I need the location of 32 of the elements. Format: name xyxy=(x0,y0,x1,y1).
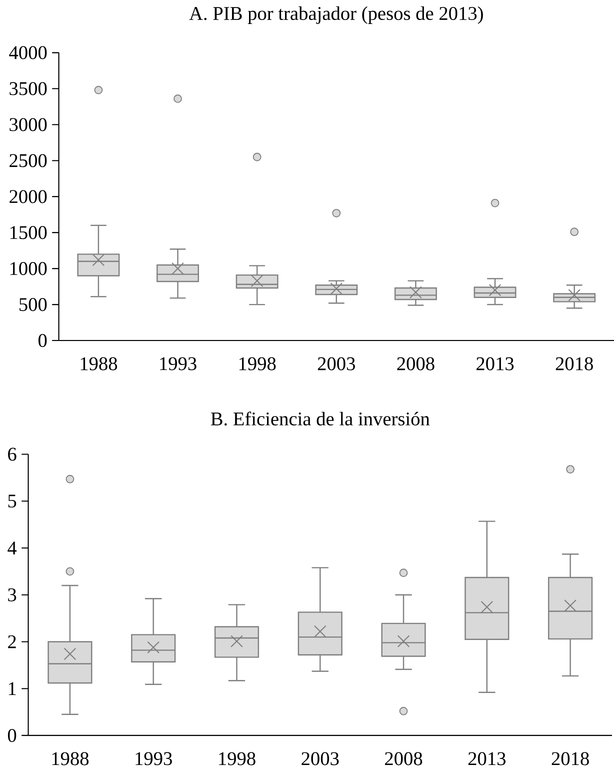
y-tick-label: 3 xyxy=(8,588,16,602)
x-tick-label: 1988 xyxy=(52,752,89,766)
x-tick-label: 2003 xyxy=(302,752,339,766)
y-tick-label: 1500 xyxy=(10,226,47,240)
x-tick-label: 2013 xyxy=(468,752,506,766)
y-tick-label: 2000 xyxy=(10,190,47,204)
x-tick-label: 1998 xyxy=(219,752,256,766)
x-tick-label: 1998 xyxy=(239,357,276,370)
y-tick-label: 2 xyxy=(8,635,16,648)
y-tick-label: 2500 xyxy=(10,154,47,168)
y-tick-label: 1000 xyxy=(10,262,47,276)
x-tick-label: 2018 xyxy=(556,357,593,370)
x-tick-label: 2018 xyxy=(552,752,589,766)
x-tick-label: 1993 xyxy=(160,357,196,370)
y-tick-label: 4 xyxy=(8,542,17,554)
x-tick-label: 2008 xyxy=(385,752,422,766)
x-tick-label: 2003 xyxy=(318,357,355,370)
x-tick-label: 1988 xyxy=(80,357,118,370)
x-tick-label: 2008 xyxy=(397,357,434,370)
y-tick-label: 6 xyxy=(8,448,16,461)
y-tick-label: 3500 xyxy=(10,82,47,96)
x-tick-label: 1993 xyxy=(136,752,172,766)
y-tick-label: 3000 xyxy=(10,118,47,132)
x-tick-label: 2013 xyxy=(476,357,514,370)
y-tick-label: 5 xyxy=(8,494,16,508)
y-tick-label: 500 xyxy=(20,298,47,312)
y-tick-label: 0 xyxy=(8,728,16,742)
y-tick-label: 4000 xyxy=(9,46,47,60)
chart-title: A. PIB por trabajador (pesos de 2013) xyxy=(189,6,483,24)
y-tick-label: 0 xyxy=(38,334,47,348)
chart-title: B. Eficiencia de la inversión xyxy=(210,412,430,426)
y-tick-label: 1 xyxy=(8,682,16,695)
